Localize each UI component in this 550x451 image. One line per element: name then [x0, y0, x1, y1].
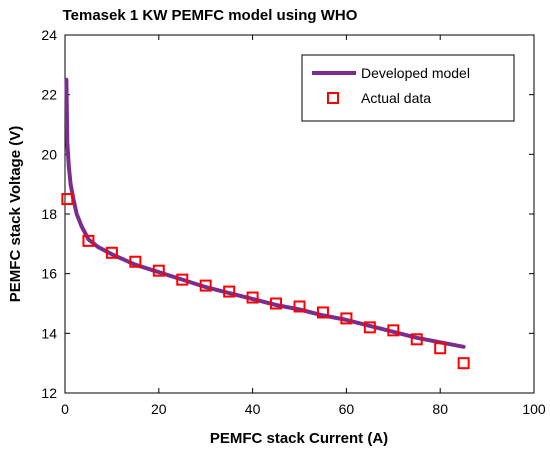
legend-marker-swatch	[327, 92, 339, 104]
y-axis: 12 14 16 18 20 22 24	[41, 27, 534, 401]
data-point-actual	[246, 291, 259, 304]
data-point-actual	[363, 321, 376, 334]
x-tick-label: 80	[432, 401, 448, 417]
data-point-actual	[199, 279, 212, 292]
data-point-actual	[61, 193, 74, 206]
series-line-developed-model	[64, 77, 466, 349]
data-point-actual	[293, 300, 306, 313]
data-point-actual	[410, 333, 423, 346]
data-point-actual	[129, 255, 142, 268]
x-tick-label: 60	[339, 401, 355, 417]
legend-label-actual: Actual data	[361, 90, 431, 106]
x-tick-label: 20	[151, 401, 167, 417]
y-tick-label: 22	[41, 87, 57, 103]
y-tick-label: 18	[41, 206, 57, 222]
x-axis: 0 20 40 60 80 100	[61, 35, 546, 417]
data-point-actual	[316, 306, 329, 319]
x-tick-label: 0	[61, 401, 69, 417]
x-tick-label: 40	[245, 401, 261, 417]
x-tick-label: 100	[522, 401, 546, 417]
y-tick-label: 14	[41, 325, 57, 341]
data-point-actual	[152, 264, 165, 277]
data-point-actual	[457, 357, 470, 370]
data-point-actual	[270, 297, 283, 310]
data-point-actual	[434, 342, 447, 355]
data-point-actual	[105, 246, 118, 259]
legend-label-model: Developed model	[361, 65, 470, 81]
series-layer	[61, 77, 470, 370]
x-axis-label: PEMFC stack Current (A)	[210, 430, 388, 447]
data-point-actual	[82, 234, 95, 247]
y-tick-label: 20	[41, 146, 57, 162]
data-point-actual	[387, 324, 400, 337]
legend-box	[301, 54, 515, 122]
legend: Developed model Actual data	[301, 54, 515, 122]
y-tick-label: 16	[41, 266, 57, 282]
y-tick-label: 12	[41, 385, 57, 401]
data-point-actual	[176, 273, 189, 286]
y-axis-label: PEMFC stack Voltage (V)	[7, 126, 24, 302]
chart-title: Temasek 1 KW PEMFC model using WHO	[63, 7, 358, 24]
y-tick-label: 24	[41, 27, 57, 43]
data-point-actual	[340, 312, 353, 325]
data-point-actual	[223, 285, 236, 298]
